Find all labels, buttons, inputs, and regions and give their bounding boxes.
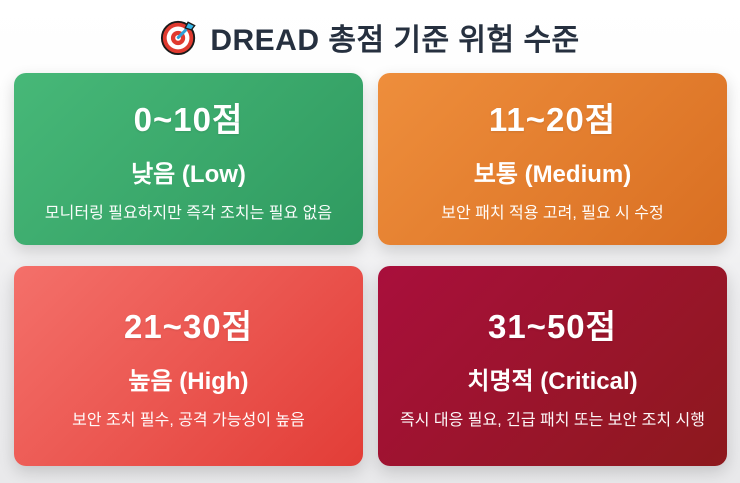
page-header: DREAD 총점 기준 위험 수준 — [0, 0, 740, 62]
risk-card-medium: 11~20점 보통 (Medium) 보안 패치 적용 고려, 필요 시 수정 — [378, 73, 727, 245]
risk-card-grid: 0~10점 낮음 (Low) 모니터링 필요하지만 즉각 조치는 필요 없음 1… — [0, 62, 740, 466]
page-title: DREAD 총점 기준 위험 수준 — [210, 23, 580, 57]
risk-card-high: 21~30점 높음 (High) 보안 조치 필수, 공격 가능성이 높음 — [14, 266, 363, 466]
risk-level: 보통 (Medium) — [473, 160, 632, 188]
risk-level: 낮음 (Low) — [131, 160, 246, 188]
risk-description: 모니터링 필요하지만 즉각 조치는 필요 없음 — [44, 204, 333, 222]
target-icon — [161, 20, 197, 55]
score-range: 0~10점 — [133, 100, 244, 138]
risk-level: 치명적 (Critical) — [467, 367, 638, 395]
risk-description: 즉시 대응 필요, 긴급 패치 또는 보안 조치 시행 — [400, 411, 705, 429]
risk-card-low: 0~10점 낮음 (Low) 모니터링 필요하지만 즉각 조치는 필요 없음 — [14, 73, 363, 245]
score-range: 31~50점 — [487, 307, 618, 345]
score-range: 21~30점 — [123, 307, 254, 345]
risk-description: 보안 조치 필수, 공격 가능성이 높음 — [72, 411, 305, 429]
risk-level: 높음 (High) — [128, 367, 249, 395]
risk-description: 보안 패치 적용 고려, 필요 시 수정 — [441, 204, 664, 222]
score-range: 11~20점 — [488, 100, 617, 138]
risk-card-critical: 31~50점 치명적 (Critical) 즉시 대응 필요, 긴급 패치 또는… — [378, 266, 727, 466]
